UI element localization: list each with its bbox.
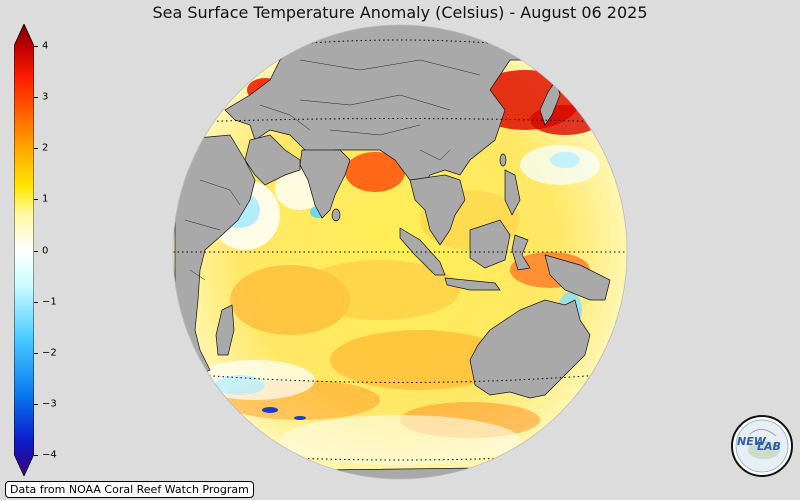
sri-lanka [331,208,341,222]
indochina [409,174,466,246]
colorbar-tick-label: 3 [42,91,49,103]
colorbar-tick-mark [34,46,38,47]
colorbar-tick-label: −4 [42,449,57,461]
sumatra [399,227,446,276]
colorbar-tick-label: 1 [42,193,49,205]
colorbar-tick-mark [34,250,38,252]
japan [539,79,561,126]
borneo [469,219,511,269]
eurasia [224,25,561,191]
madagascar [215,304,235,356]
india [299,149,351,219]
colorbar-tick-label: 2 [42,142,49,154]
colorbar-tick-mark [34,352,38,354]
new-guinea [544,254,611,301]
colorbar-tick-mark [34,455,38,456]
colorbar-tick-mark [34,301,38,303]
colorbar-tick-label: −2 [42,347,57,359]
map-title: Sea Surface Temperature Anomaly (Celsius… [152,3,648,22]
latitude-lines [173,39,627,461]
country-borders [184,59,481,281]
colorbar-tick-label: −1 [42,296,57,308]
colorbar-tick-label: −3 [42,398,57,410]
colorbar-tick-mark [34,148,38,150]
australia [469,299,591,399]
colorbar-tick-label: 0 [42,245,49,256]
arabian-peninsula [244,134,301,186]
taiwan [499,153,507,167]
globe-outline [172,24,628,480]
java [444,277,501,291]
colorbar-tick-mark [34,199,38,201]
colorbar-tick-label: 4 [42,40,49,52]
new-zealand [611,394,626,421]
colorbar [14,24,34,476]
logo-text-1: NEW [737,435,767,448]
philippines [504,169,521,216]
logo-text-2: LAB [757,440,781,453]
data-source-label: Data from NOAA Coral Reef Watch Program [5,481,254,498]
lab-logo: NEW LAB [731,415,793,477]
antarctica [319,467,481,479]
colorbar-tick-mark [34,403,38,405]
colorbar-tick-mark [34,97,38,99]
